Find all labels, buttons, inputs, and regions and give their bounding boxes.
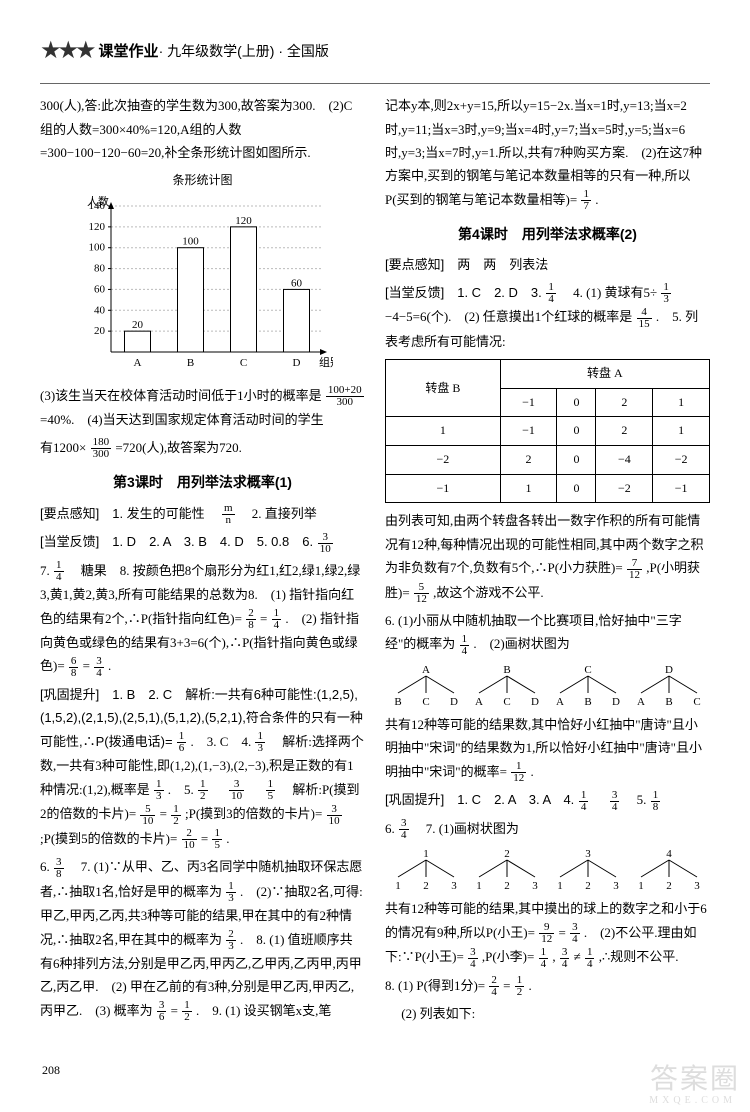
svg-text:A: A xyxy=(475,696,483,707)
q7-8: 7. 14 糖果 8. 按颜色把8个扇形分为红1,红2,绿1,绿2,绿3,黄1,… xyxy=(40,559,365,679)
bar-chart: 2040608010012014020A100B120C60D人数组别 xyxy=(73,196,333,376)
svg-text:2: 2 xyxy=(423,880,429,891)
svg-text:B: B xyxy=(666,696,673,707)
para-l3: (3)该生当天在校体育活动时间低于1小时的概率是 100+20300 =40%.… xyxy=(40,384,365,432)
chart-title: 条形统计图 xyxy=(40,170,365,192)
svg-text:D: D xyxy=(531,696,539,707)
svg-text:A: A xyxy=(637,696,645,707)
q6-9: 6. 38 7. (1)∵从甲、乙、丙3名同学中随机抽取环保志愿者,∴抽取1名,… xyxy=(40,855,365,1023)
svg-text:A: A xyxy=(556,696,564,707)
tree1after: 共有12种等可能的结果数,其中恰好小红抽中"唐诗"且小明抽中"宋词"的结果数为1… xyxy=(385,713,710,784)
section4-title: 第4课时 用列举法求概率(2) xyxy=(385,222,710,247)
right-column: 记本y本,则2x+y=15,所以y=15−2x.当x=1时,y=13;当x=2时… xyxy=(385,94,710,1029)
svg-text:1: 1 xyxy=(423,848,429,860)
svg-text:2: 2 xyxy=(585,880,591,891)
svg-text:2: 2 xyxy=(504,848,510,860)
svg-text:3: 3 xyxy=(532,880,538,891)
yaodian3: [要点感知] 1. 发生的可能性 mn 2. 直接列举 xyxy=(40,502,365,527)
svg-text:人数: 人数 xyxy=(87,196,109,208)
gonggu4: [巩固提升] 1. C 2. A 3. A 4. 14 34 5. 18 xyxy=(385,788,710,813)
svg-text:2: 2 xyxy=(504,880,510,891)
svg-text:D: D xyxy=(612,696,620,707)
svg-text:80: 80 xyxy=(94,263,106,275)
para-r1: 记本y本,则2x+y=15,所以y=15−2x.当x=1时,y=13;当x=2时… xyxy=(385,94,710,212)
svg-text:B: B xyxy=(584,696,591,707)
svg-text:1: 1 xyxy=(557,880,563,891)
svg-text:3: 3 xyxy=(585,848,591,860)
left-column: 300(人),答:此次抽查的学生数为300,故答案为300. (2)C组的人数=… xyxy=(40,94,365,1029)
tree2after: 共有12种等可能的结果,其中摸出的球上的数字之和小于6的情况有9种,所以P(小王… xyxy=(385,897,710,969)
q6g: 6. 34 7. (1)画树状图为 xyxy=(385,817,710,842)
q8r2: (2) 列表如下: xyxy=(385,1002,710,1025)
svg-text:B: B xyxy=(503,664,510,676)
svg-text:120: 120 xyxy=(235,215,252,227)
book-subtitle: · 九年级数学(上册) · 全国版 xyxy=(159,39,329,64)
svg-text:C: C xyxy=(239,357,246,369)
svg-text:100: 100 xyxy=(88,242,105,254)
svg-text:100: 100 xyxy=(182,236,199,248)
svg-text:组别: 组别 xyxy=(319,355,333,369)
svg-text:3: 3 xyxy=(695,880,701,891)
frac: 100+20300 xyxy=(326,385,364,408)
svg-text:4: 4 xyxy=(667,848,673,860)
result-table: 转盘 B转盘 A−10211−1021−220−4−2−110−2−1 xyxy=(385,359,710,503)
svg-text:2: 2 xyxy=(667,880,673,891)
svg-text:60: 60 xyxy=(94,283,106,295)
book-title: 课堂作业 xyxy=(99,38,159,65)
svg-text:1: 1 xyxy=(476,880,482,891)
svg-text:120: 120 xyxy=(88,221,105,233)
svg-text:C: C xyxy=(422,696,429,707)
page-number: 208 xyxy=(42,1060,60,1082)
svg-text:3: 3 xyxy=(451,880,457,891)
para-l1: 300(人),答:此次抽查的学生数为300,故答案为300. (2)C组的人数=… xyxy=(40,94,365,164)
svg-text:1: 1 xyxy=(395,880,401,891)
svg-text:3: 3 xyxy=(613,880,619,891)
svg-text:60: 60 xyxy=(291,277,303,289)
watermark-sub: MXQE.COM xyxy=(649,1092,736,1110)
tree-diagram-1: A B C D B A C D C A B D D A B C xyxy=(385,663,710,707)
q6r: 6. (1)小丽从中随机抽取一个比赛项目,恰好抽中"三字经"的概率为 14 . … xyxy=(385,609,710,657)
star-icon: ★★★ xyxy=(40,30,93,73)
q8r: 8. (1) P(得到1分)= 24 = 12 . xyxy=(385,974,710,999)
page-header: ★★★ 课堂作业 · 九年级数学(上册) · 全国版 xyxy=(40,30,710,73)
svg-text:40: 40 xyxy=(94,304,106,316)
section3-title: 第3课时 用列举法求概率(1) xyxy=(40,470,365,495)
svg-text:C: C xyxy=(694,696,701,707)
svg-text:D: D xyxy=(292,357,300,369)
svg-text:A: A xyxy=(133,357,141,369)
two-column-layout: 300(人),答:此次抽查的学生数为300,故答案为300. (2)C组的人数=… xyxy=(40,94,710,1029)
svg-text:B: B xyxy=(186,357,193,369)
header-rule xyxy=(40,83,710,84)
para-l4: 有1200× 180300 =720(人),故答案为720. xyxy=(40,436,365,461)
svg-text:20: 20 xyxy=(94,325,106,337)
svg-text:C: C xyxy=(503,696,510,707)
svg-text:1: 1 xyxy=(639,880,645,891)
svg-text:A: A xyxy=(422,664,430,676)
svg-text:20: 20 xyxy=(132,319,144,331)
svg-text:C: C xyxy=(584,664,591,676)
tblafter: 由列表可知,由两个转盘各转出一数字作积的所有可能情况有12种,每种情况出现的可能… xyxy=(385,509,710,605)
svg-text:B: B xyxy=(394,696,401,707)
yaodian4: [要点感知] 两 两 列表法 xyxy=(385,253,710,276)
dangtang4: [当堂反馈] 1. C 2. D 3. 14 4. (1) 黄球有5÷ 13 −… xyxy=(385,281,710,353)
dangtang3: [当堂反馈] 1. D 2. A 3. B 4. D 5. 0.8 6. 310 xyxy=(40,530,365,555)
svg-text:D: D xyxy=(450,696,458,707)
gonggu3: [巩固提升] 1. B 2. C 解析:一共有6种可能性:(1,2,5),(1,… xyxy=(40,683,365,851)
tree-diagram-2: 1 1 2 3 2 1 2 3 3 1 2 3 4 1 2 3 xyxy=(385,847,710,891)
svg-text:D: D xyxy=(665,664,673,676)
